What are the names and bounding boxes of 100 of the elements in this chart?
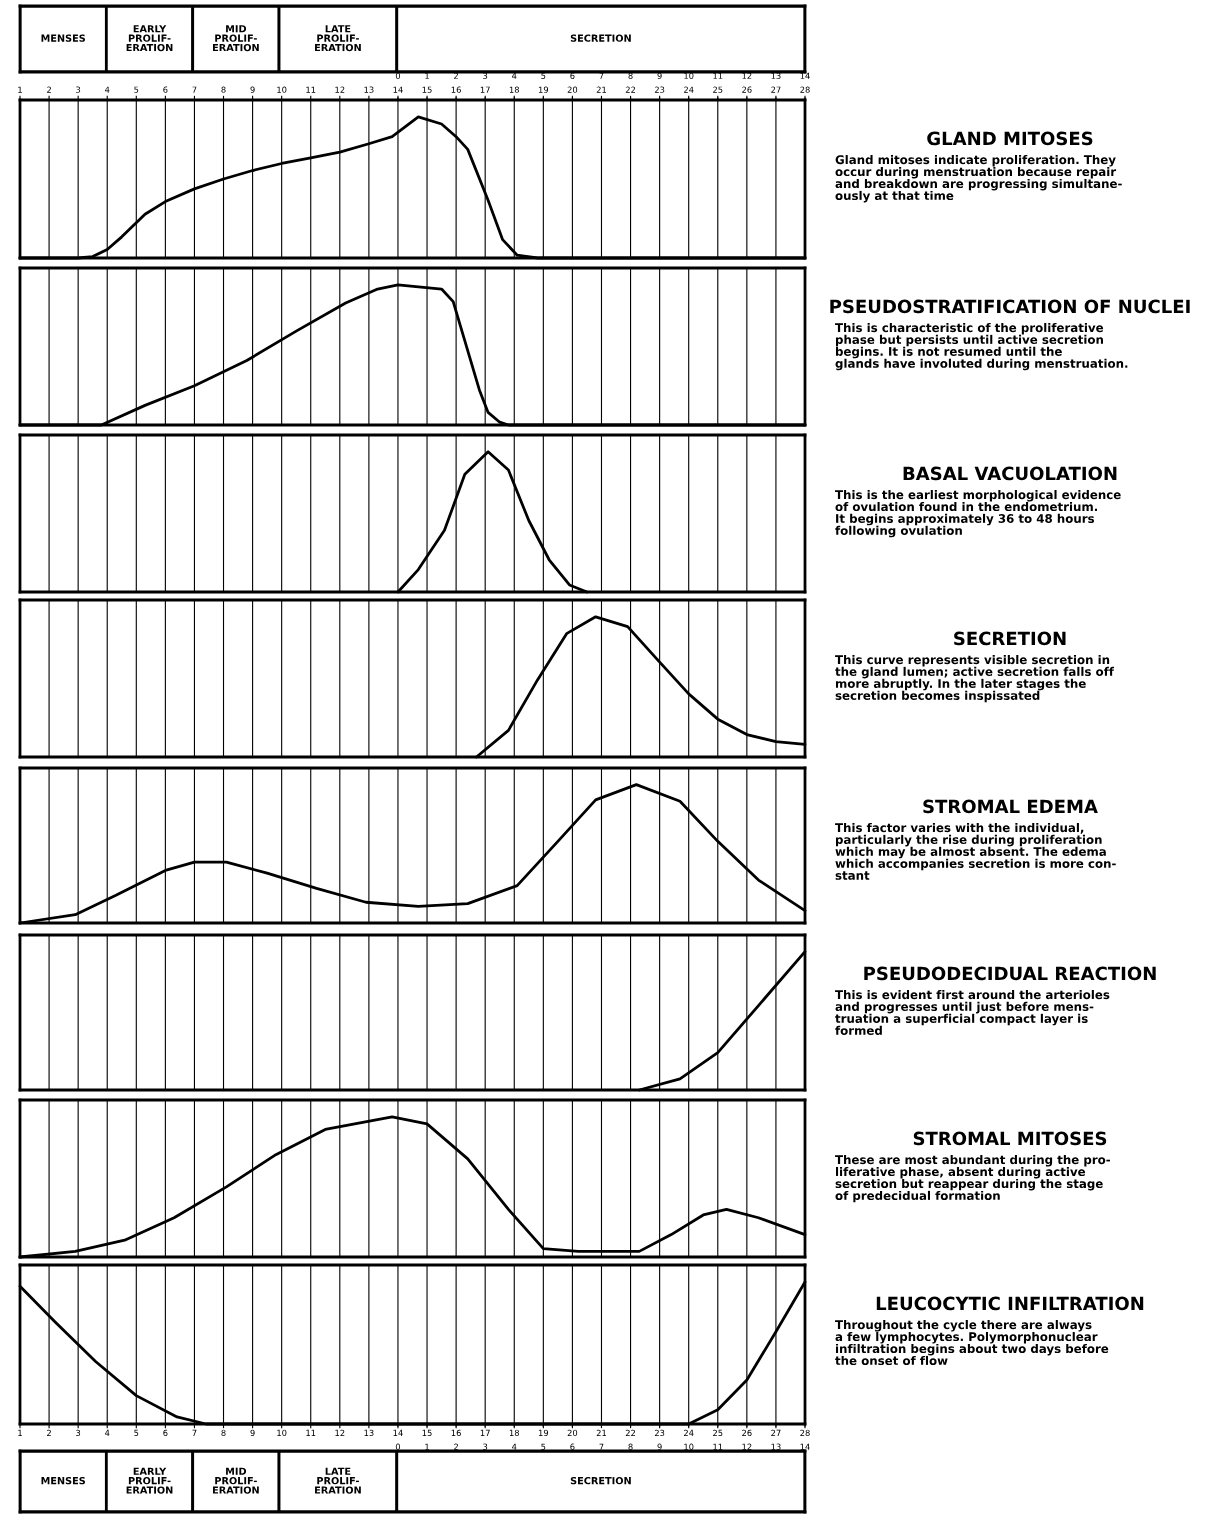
series-label: MENSES — [41, 1476, 86, 1485]
x-tick-label: 6 — [163, 86, 168, 93]
x-tick-label: 14 — [393, 1429, 403, 1436]
x-tick-label: 17 — [480, 86, 490, 93]
x-tick-label: 24 — [684, 1429, 694, 1436]
x-tick-label: 25 — [713, 1429, 723, 1437]
x2-tick-label: 13 — [771, 72, 781, 79]
x-tick-label: 13 — [364, 86, 374, 93]
x-tick-label: 5 — [134, 1429, 139, 1437]
x-tick-label: 12 — [335, 86, 345, 93]
x-tick-label: 16 — [451, 86, 461, 93]
x-tick-label: 9 — [250, 86, 255, 93]
x2-tick-label: 7 — [599, 72, 604, 79]
x2-tick-label: 12 — [742, 72, 752, 79]
x-tick-label: 11 — [306, 86, 316, 93]
x-tick-label: 27 — [771, 1429, 781, 1436]
x2-tick-label: 4 — [512, 1443, 517, 1450]
x2-tick-label: 14 — [800, 72, 810, 79]
text: These are most abundant during the pro- liferative phase, absent during active secretion but reappear during the stage of predecidual formation — [835, 1155, 1110, 1203]
x2-tick-label: 0 — [395, 72, 401, 79]
text: This is characteristic of the proliferative phase but persists until active secretion begins. It is not resumed until the glands have involuted during menstruation. — [835, 323, 1128, 371]
series-label: SECRETION — [570, 34, 631, 42]
series-label: SECRETION — [570, 1476, 631, 1485]
x2-tick-label: 13 — [771, 1443, 781, 1450]
x2-tick-label: 1 — [425, 1443, 429, 1450]
x-tick-label: 19 — [538, 1429, 549, 1437]
x-tick-label: 8 — [221, 86, 226, 93]
series-label: MID PROLIF- ERATION — [212, 25, 259, 52]
x-tick-label: 16 — [451, 1429, 461, 1437]
x-tick-label: 18 — [509, 1429, 519, 1437]
text: This is the earliest morphological evidence of ovulation found in the endometrium. It begins approximately 36 to 48 hours following ovulation — [835, 490, 1121, 538]
x-tick-label: 3 — [76, 1429, 81, 1437]
x2-tick-label: 14 — [800, 1443, 810, 1450]
x-tick-label: 9 — [250, 1429, 255, 1437]
x2-tick-label: 12 — [742, 1443, 752, 1450]
text: Throughout the cycle there are always a few lymphocytes. Polymorphonuclear infiltration begins about two days before the onset of flow — [835, 1320, 1109, 1366]
x-tick-label: 6 — [163, 1429, 168, 1437]
x2-tick-label: 2 — [454, 1443, 458, 1450]
x-tick-label: 21 — [596, 1429, 607, 1436]
x-tick-label: 20 — [567, 86, 578, 93]
text: This is evident first around the arterioles and progresses until just before mens- truation a superficial compact layer is formed — [835, 990, 1110, 1035]
x2-tick-label: 1 — [425, 72, 429, 79]
x2-tick-label: 8 — [628, 1443, 633, 1450]
x2-tick-label: 4 — [512, 72, 517, 79]
x2-tick-label: 3 — [483, 1443, 488, 1450]
x-tick-label: 15 — [422, 1429, 432, 1437]
x-tick-label: 4 — [104, 86, 110, 93]
x-tick-label: 22 — [625, 86, 636, 93]
x-tick-label: 27 — [771, 86, 781, 93]
x-tick-label: 2 — [47, 1429, 51, 1436]
x-tick-label: 28 — [800, 86, 810, 93]
x-tick-label: 1 — [18, 1429, 22, 1436]
x-tick-label: 10 — [277, 86, 287, 93]
series-label: LATE PROLIF- ERATION — [315, 1467, 361, 1494]
x-tick-label: 7 — [192, 1429, 197, 1436]
x-tick-label: 5 — [134, 86, 139, 93]
x-tick-label: 7 — [192, 86, 197, 93]
text: STROMAL MITOSES — [913, 1131, 1107, 1146]
x-tick-label: 11 — [306, 1429, 316, 1436]
x-tick-label: 17 — [480, 1429, 490, 1436]
x-tick-label: 10 — [277, 1429, 287, 1437]
series-label: LATE PROLIF- ERATION — [315, 25, 361, 52]
x-tick-label: 15 — [422, 86, 432, 93]
x2-tick-label: 0 — [395, 1443, 401, 1450]
series-label: MENSES — [41, 34, 86, 42]
series-label: EARLY PROLIF- ERATION — [126, 1467, 173, 1494]
x2-tick-label: 10 — [684, 1443, 694, 1450]
x-tick-label: 4 — [104, 1429, 110, 1436]
x2-tick-label: 8 — [628, 72, 633, 79]
x-tick-label: 12 — [335, 1429, 345, 1436]
x2-tick-label: 9 — [657, 72, 662, 79]
series-label: EARLY PROLIF- ERATION — [126, 25, 173, 52]
x-tick-label: 2 — [47, 86, 51, 93]
x2-tick-label: 5 — [541, 1443, 546, 1450]
x2-tick-label: 5 — [541, 72, 546, 79]
x-tick-label: 26 — [742, 86, 752, 93]
x-tick-label: 22 — [625, 1429, 636, 1436]
x-tick-label: 13 — [364, 1429, 374, 1437]
x-tick-label: 26 — [742, 1429, 752, 1437]
x2-tick-label: 6 — [570, 1443, 575, 1450]
x-tick-label: 23 — [654, 86, 665, 93]
x-tick-label: 23 — [654, 1429, 665, 1437]
x2-tick-label: 2 — [454, 72, 458, 79]
x2-tick-label: 3 — [483, 72, 488, 79]
text: SECRETION — [954, 631, 1066, 646]
text: Gland mitoses indicate proliferation. They occur during menstruation because repair and breakdown are progressing simultane- ously at that time — [835, 155, 1122, 203]
x2-tick-label: 7 — [599, 1443, 604, 1450]
text: BASAL VACUOLATION — [903, 466, 1117, 481]
x-tick-label: 1 — [18, 86, 22, 93]
text: PSEUDOSTRATIFICATION OF NUCLEI — [830, 299, 1190, 314]
text: GLAND MITOSES — [927, 131, 1093, 146]
text: STROMAL EDEMA — [923, 799, 1098, 814]
text: This factor varies with the individual, particularly the rise during proliferation which may be almost absent. The edema which accompanies secretion is more con- stant — [835, 823, 1116, 880]
x2-tick-label: 10 — [684, 72, 694, 79]
text: PSEUDODECIDUAL REACTION — [864, 966, 1156, 981]
x-tick-label: 25 — [713, 86, 723, 93]
x-tick-label: 18 — [509, 86, 519, 93]
x-tick-label: 24 — [684, 86, 694, 93]
x-tick-label: 28 — [800, 1429, 810, 1437]
x-tick-label: 8 — [221, 1429, 226, 1437]
